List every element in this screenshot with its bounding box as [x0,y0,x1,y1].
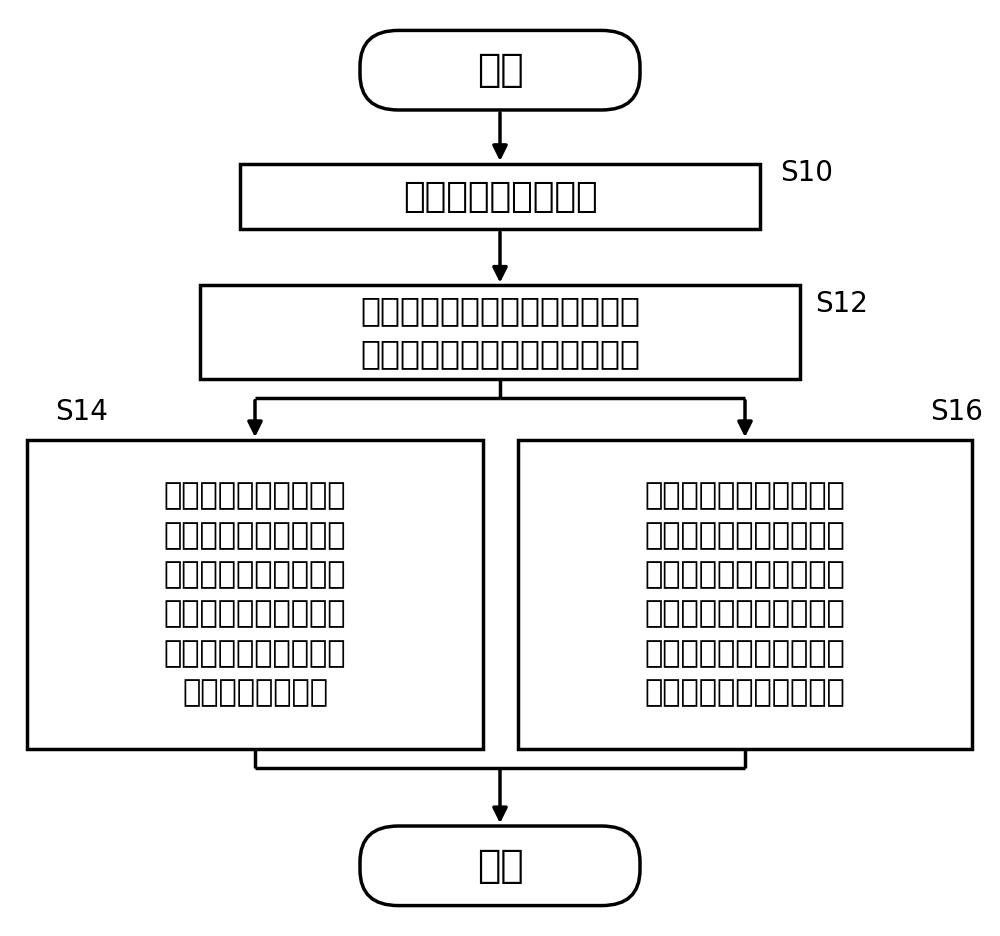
FancyBboxPatch shape [518,440,972,749]
Text: 开始: 开始 [477,51,523,89]
FancyBboxPatch shape [200,285,800,379]
Text: 获取待聚类的数据集: 获取待聚类的数据集 [403,180,597,213]
FancyBboxPatch shape [27,440,483,749]
Text: S12: S12 [815,290,868,318]
Text: 结束: 结束 [477,847,523,885]
Text: S10: S10 [780,159,833,187]
Text: 若所述数据集中的任一数
据与已有的所有类别的聚
类中心之间的距离都大于
所述距离阈值，则创建新
的类别，并将所述任一数
据归类到所述新的类别中: 若所述数据集中的任一数 据与已有的所有类别的聚 类中心之间的距离都大于 所述距离… [645,481,845,708]
FancyBboxPatch shape [360,30,640,110]
Text: 若所述数据集中的任一
数据与已有的任一类别
的聚类中心之间的距离
小于或等于距离阈值，
则将所述任一数据归类
到所述任一类别中: 若所述数据集中的任一 数据与已有的任一类别 的聚类中心之间的距离 小于或等于距离… [164,481,346,708]
Text: S14: S14 [55,398,108,426]
Text: S16: S16 [930,398,983,426]
FancyBboxPatch shape [240,164,760,229]
FancyBboxPatch shape [360,826,640,906]
Text: 计算所述数据集中的各个数据与
已有类别的聚类中心之间的距离: 计算所述数据集中的各个数据与 已有类别的聚类中心之间的距离 [360,294,640,371]
